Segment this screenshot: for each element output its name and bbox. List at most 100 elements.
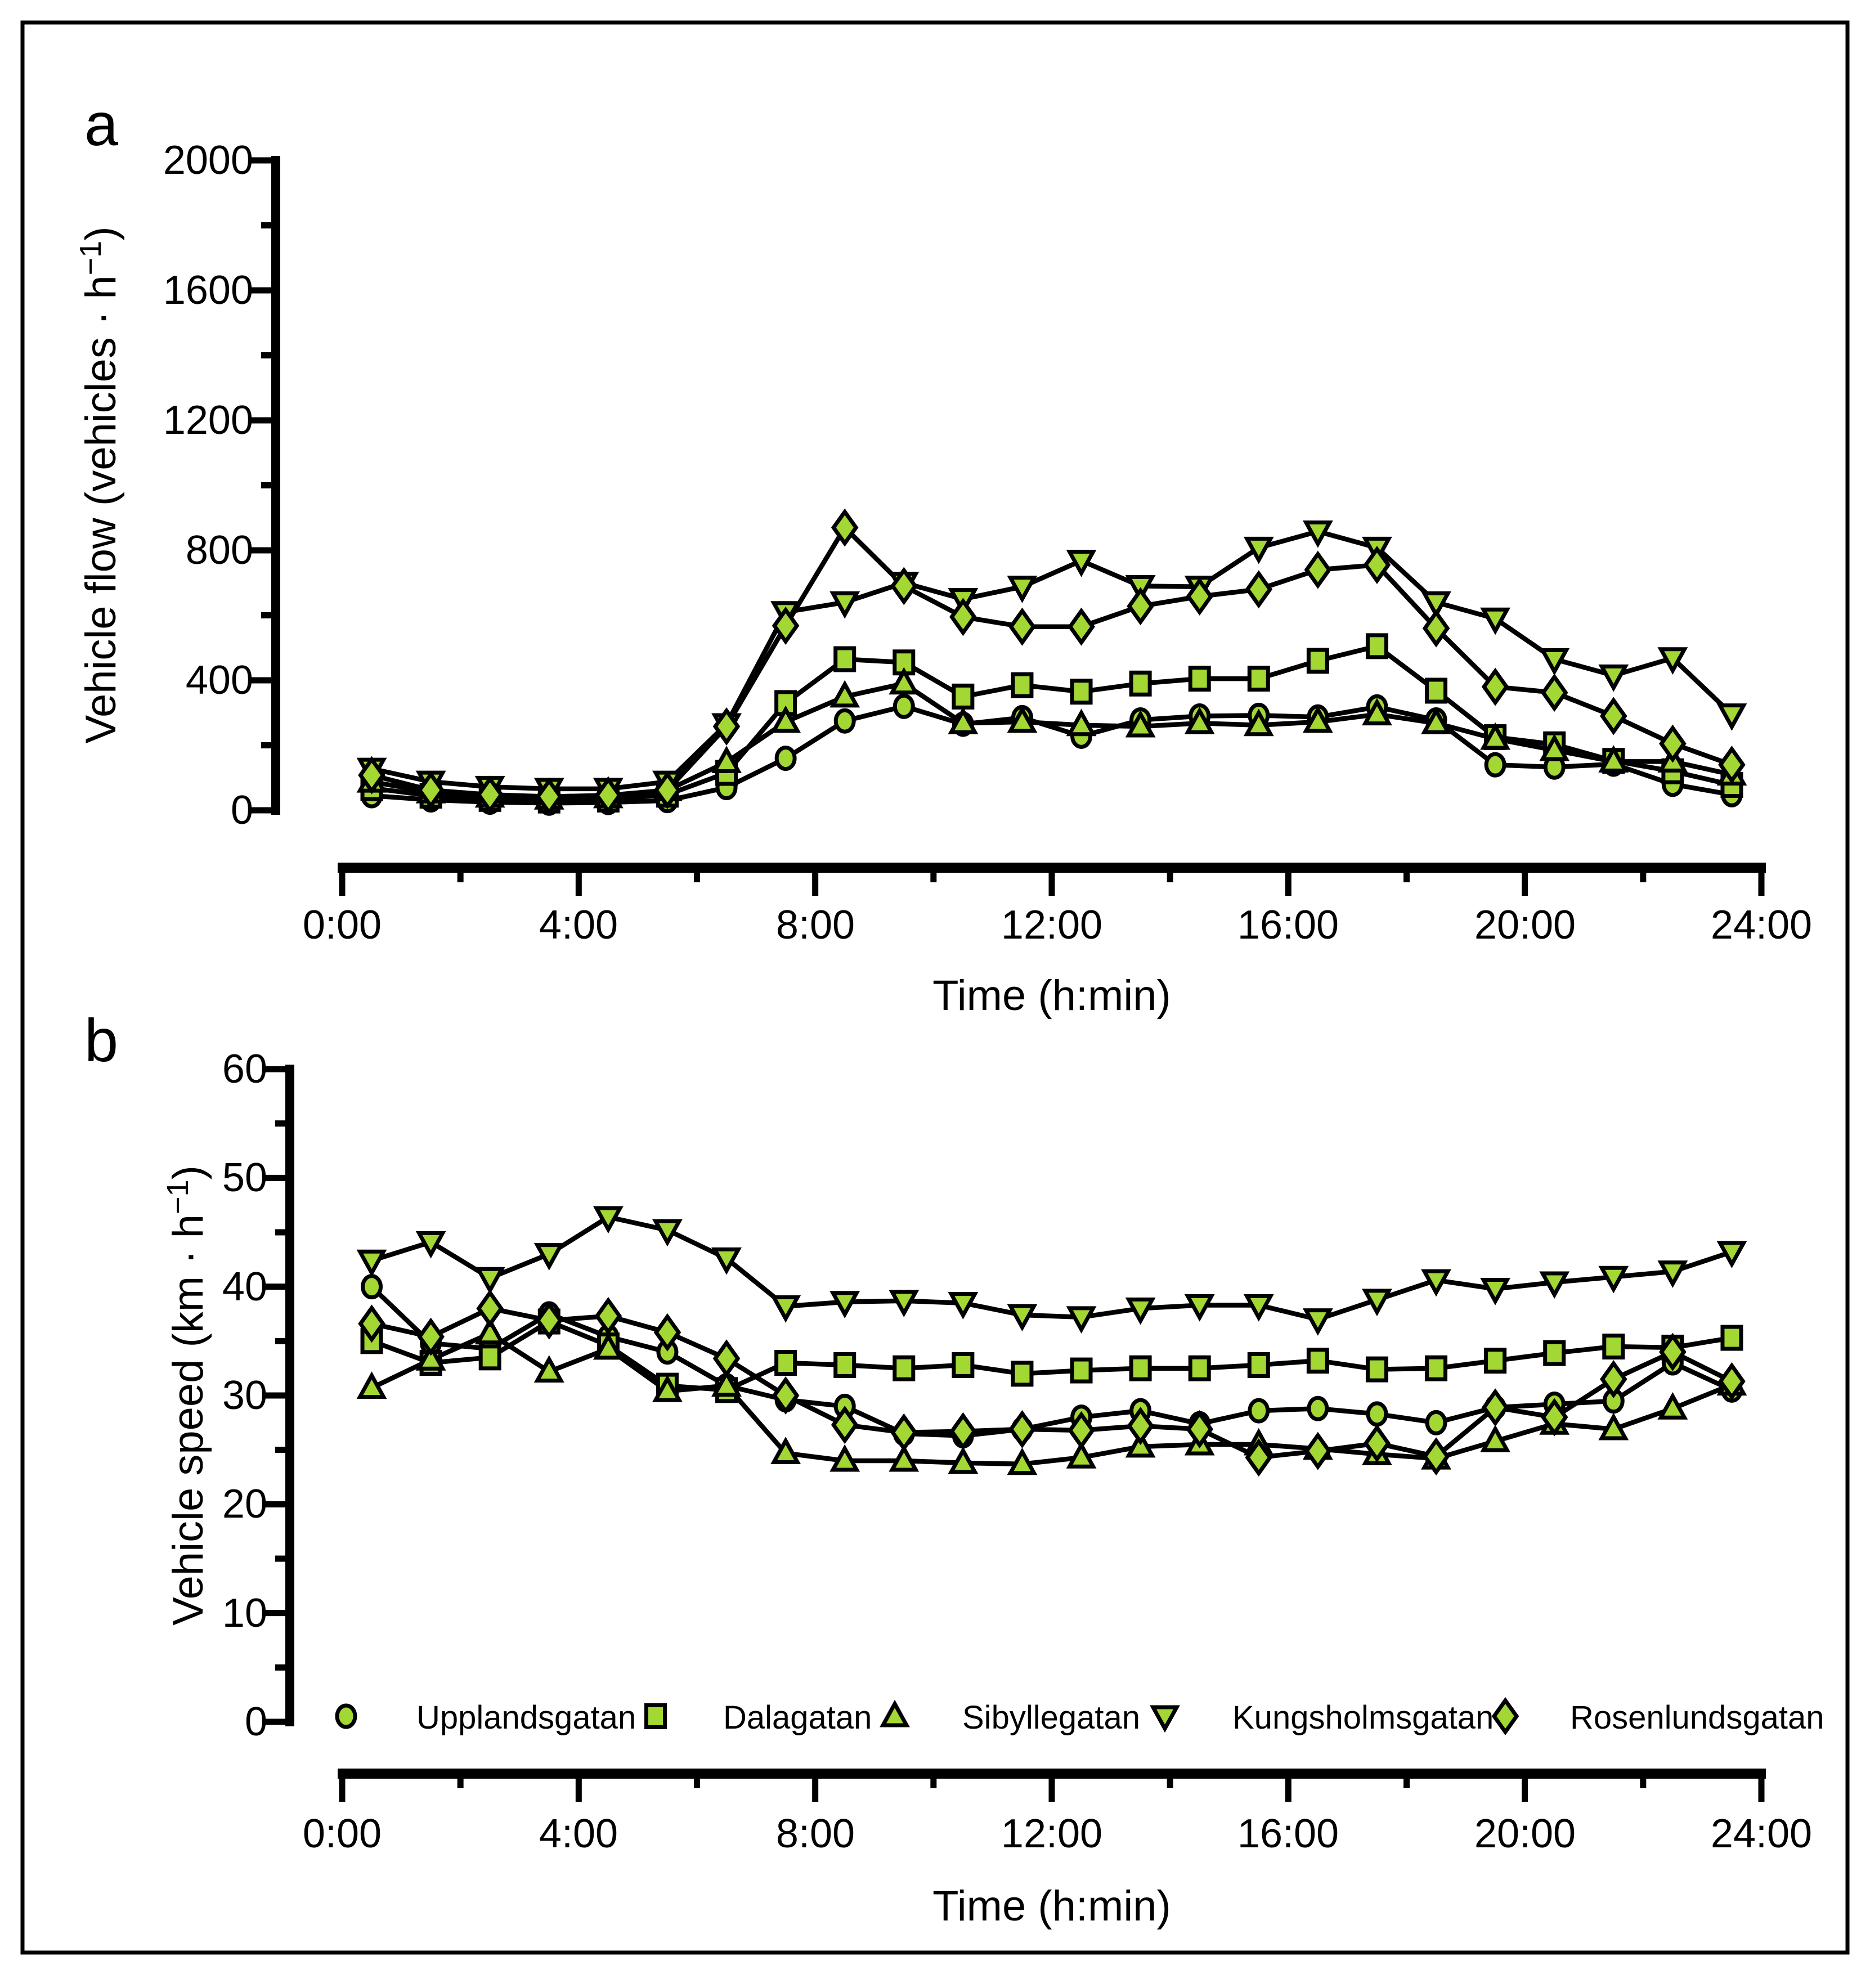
marker-rosenlundsgatan (949, 598, 977, 636)
legend-label-upplandsgatan: Upplandsgatan (416, 1699, 636, 1736)
marker-rosenlundsgatan (1481, 1388, 1509, 1427)
marker-rosenlundsgatan (712, 707, 741, 746)
marker-kungsholmsgatan (1302, 1308, 1333, 1336)
legend-label-rosenlundsgatan: Rosenlundsgatan (1570, 1699, 1824, 1736)
panel-b-ytick: 60 (222, 1047, 267, 1092)
panel-b-axis-text: Vehicle speed (km · h−1) 0 10 20 30 40 5… (161, 1047, 1812, 1930)
marker-kungsholmsgatan (829, 591, 860, 619)
marker-kungsholmsgatan (770, 1295, 801, 1323)
marker-dalagatan (1070, 679, 1093, 705)
marker-rosenlundsgatan (1718, 1362, 1746, 1401)
marker-rosenlundsgatan (949, 1412, 977, 1451)
marker-rosenlundsgatan (1659, 724, 1687, 763)
panel-b-xtick: 4:00 (539, 1811, 618, 1856)
legend-marker-rosenlundsgatan (1491, 1697, 1519, 1736)
marker-kungsholmsgatan (1125, 1297, 1156, 1325)
marker-sibyllegatan (1598, 745, 1629, 773)
series-line-kungsholmsgatan (371, 529, 1734, 792)
legend-marker-kungsholmsgatan (1150, 1705, 1180, 1733)
marker-kungsholmsgatan (1598, 1266, 1629, 1294)
marker-upplandsgatan (361, 1274, 383, 1300)
marker-rosenlundsgatan (831, 1406, 859, 1444)
panel-b-x-axis-title: Time (h:min) (932, 1882, 1171, 1930)
marker-sibyllegatan (1657, 1392, 1688, 1420)
marker-rosenlundsgatan (535, 777, 563, 816)
marker-rosenlundsgatan (1481, 667, 1509, 706)
marker-sibyllegatan (1007, 705, 1038, 733)
marker-dalagatan (1543, 1340, 1566, 1366)
marker-dalagatan (1070, 1357, 1093, 1384)
marker-dalagatan (1720, 1325, 1743, 1351)
marker-kungsholmsgatan (593, 1206, 624, 1234)
panel-a-axes (251, 156, 1766, 896)
marker-upplandsgatan (1366, 1401, 1388, 1427)
marker-rosenlundsgatan (1718, 746, 1746, 784)
marker-sibyllegatan (770, 1437, 801, 1464)
panel-a-xtick: 0:00 (303, 903, 382, 948)
marker-kungsholmsgatan (1243, 536, 1274, 564)
marker-kungsholmsgatan (533, 1243, 564, 1271)
panel-b-xtick: 12:00 (1001, 1811, 1102, 1856)
marker-sibyllegatan (1243, 708, 1274, 737)
panel-a-xtick: 20:00 (1474, 903, 1576, 948)
marker-dalagatan (952, 1352, 975, 1378)
marker-dalagatan (1129, 670, 1152, 697)
legend: Upplandsgatan Dalagatan Sibyllegatan Kun… (335, 1697, 1824, 1736)
marker-kungsholmsgatan (1421, 591, 1451, 619)
marker-kungsholmsgatan (356, 1249, 387, 1277)
marker-rosenlundsgatan (476, 1289, 504, 1328)
marker-sibyllegatan (948, 1446, 979, 1474)
marker-sibyllegatan (1066, 1440, 1097, 1469)
marker-dalagatan (1188, 1355, 1211, 1381)
panel-b-xtick: 8:00 (776, 1811, 855, 1856)
marker-rosenlundsgatan (1304, 1431, 1332, 1470)
marker-upplandsgatan (1484, 752, 1506, 778)
marker-upplandsgatan (1307, 1395, 1329, 1421)
marker-sibyllegatan (1480, 722, 1511, 750)
marker-rosenlundsgatan (1599, 697, 1627, 735)
marker-kungsholmsgatan (1598, 664, 1629, 692)
marker-dalagatan (952, 683, 975, 710)
marker-rosenlundsgatan (1363, 1424, 1391, 1463)
marker-sibyllegatan (829, 1444, 860, 1472)
marker-upplandsgatan (1425, 1410, 1447, 1435)
marker-kungsholmsgatan (889, 1290, 920, 1318)
marker-rosenlundsgatan (417, 1317, 445, 1356)
marker-kungsholmsgatan (1657, 647, 1688, 675)
marker-kungsholmsgatan (1716, 703, 1747, 731)
marker-dalagatan (1484, 1348, 1507, 1374)
marker-dalagatan (478, 1344, 501, 1371)
marker-sibyllegatan (1184, 706, 1215, 734)
marker-dalagatan (1129, 1355, 1152, 1381)
marker-sibyllegatan (948, 706, 979, 734)
marker-rosenlundsgatan (1304, 550, 1332, 589)
panel-a-letter: a (84, 90, 119, 158)
marker-dalagatan (1425, 1355, 1448, 1381)
marker-rosenlundsgatan (712, 1339, 741, 1378)
marker-rosenlundsgatan (358, 1304, 385, 1343)
figure-frame (20, 20, 1850, 1955)
marker-kungsholmsgatan (1302, 520, 1333, 548)
marker-kungsholmsgatan (474, 1267, 505, 1295)
panel-b-ytick: 0 (245, 1699, 267, 1744)
marker-sibyllegatan (652, 1375, 683, 1402)
marker-kungsholmsgatan (1007, 1304, 1038, 1332)
marker-kungsholmsgatan (1184, 1294, 1215, 1322)
panel-b-xtick: 24:00 (1711, 1811, 1812, 1856)
marker-kungsholmsgatan (829, 1291, 860, 1318)
marker-dalagatan (1247, 1352, 1270, 1378)
marker-dalagatan (1306, 1348, 1329, 1374)
marker-rosenlundsgatan (890, 567, 918, 605)
marker-sibyllegatan (474, 1317, 505, 1345)
legend-label-sibyllegatan: Sibyllegatan (962, 1699, 1140, 1736)
panel-a-xtick: 24:00 (1711, 903, 1812, 948)
marker-rosenlundsgatan (1659, 1332, 1687, 1371)
marker-sibyllegatan (829, 680, 860, 708)
marker-kungsholmsgatan (1362, 1289, 1392, 1317)
marker-sibyllegatan (356, 1371, 387, 1399)
marker-dalagatan (833, 1352, 856, 1378)
panel-a-y-axis-title: Vehicle flow (vehicles · h−1) (74, 226, 125, 743)
marker-rosenlundsgatan (1127, 1407, 1154, 1446)
marker-dalagatan (1011, 672, 1034, 698)
